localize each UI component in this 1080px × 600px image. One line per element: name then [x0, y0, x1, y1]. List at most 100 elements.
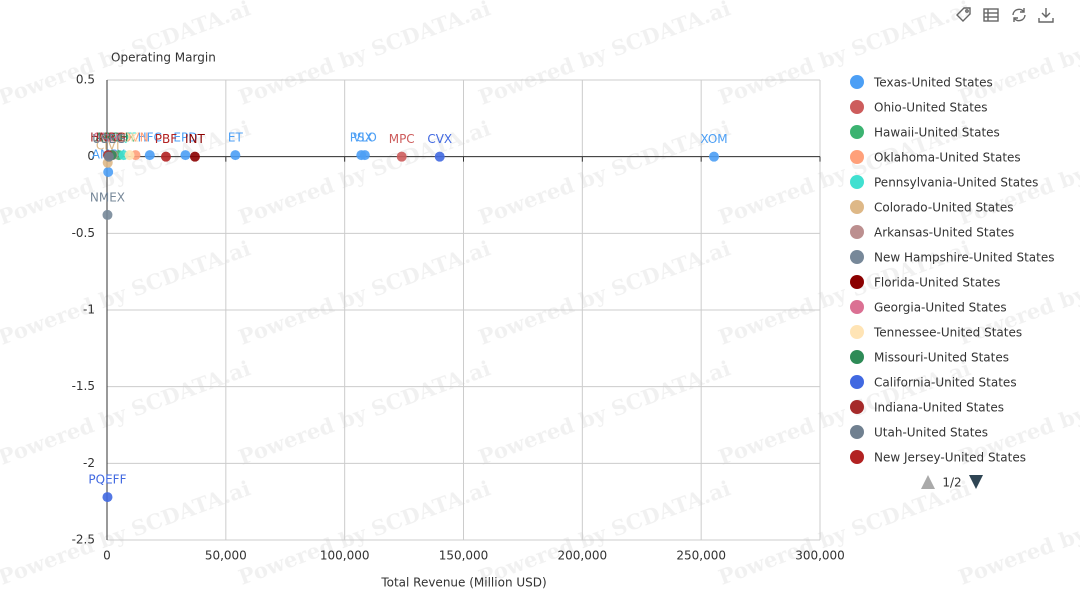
legend-item[interactable]: Colorado-United States: [850, 200, 1013, 215]
point-label: CIVI: [96, 138, 120, 152]
pager-prev[interactable]: [921, 475, 935, 489]
legend-label: Colorado-United States: [874, 201, 1013, 215]
point: [230, 150, 241, 161]
watermark: Powered by SCDATA.ai: [715, 475, 974, 590]
legend-label: Florida-United States: [874, 276, 1000, 290]
legend-item[interactable]: Georgia-United States: [850, 300, 1007, 315]
point: [189, 151, 200, 162]
y-tick-label: -2.5: [72, 533, 95, 547]
legend-item[interactable]: Missouri-United States: [850, 350, 1009, 365]
watermark: Powered by SCDATA.ai: [0, 235, 254, 350]
watermark: Powered by SCDATA.ai: [715, 0, 974, 110]
point-label: PSX: [350, 131, 373, 145]
y-tick-label: -1.5: [72, 379, 95, 393]
legend-label: Indiana-United States: [874, 401, 1004, 415]
point: [396, 151, 407, 162]
legend-item[interactable]: California-United States: [850, 375, 1017, 390]
x-tick-label: 50,000: [205, 549, 247, 563]
legend-label: Texas-United States: [873, 76, 993, 90]
point-label: PQEFF: [88, 473, 126, 487]
point-label: EPD: [173, 131, 197, 145]
legend-symbol: [850, 375, 864, 389]
legend-label: Ohio-United States: [874, 101, 988, 115]
point-label: ET: [228, 131, 244, 145]
point-label: INT: [185, 132, 206, 146]
point-label: DVN: [122, 131, 148, 145]
legend-label: New Jersey-United States: [874, 451, 1026, 465]
point: [434, 151, 445, 162]
legend-symbol: [850, 150, 864, 164]
watermark: Powered by SCDATA.ai: [235, 355, 494, 470]
point-label: NMEX: [90, 190, 125, 204]
legend: Texas-United States Ohio-United States Haw…: [850, 75, 1055, 490]
point: [103, 167, 114, 177]
x-tick-label: 200,000: [558, 549, 608, 563]
legend-symbol: [850, 200, 864, 214]
legend-item[interactable]: Ohio-United States: [850, 100, 988, 115]
y-tick-label: -0.5: [72, 226, 95, 240]
toolbar: [956, 7, 1054, 23]
legend-item[interactable]: Indiana-United States: [850, 400, 1004, 415]
watermark: Powered by SCDATA.ai: [955, 0, 1080, 110]
legend-symbol: [850, 75, 864, 89]
point: [102, 209, 113, 220]
legend-label: Pennsylvania-United States: [874, 176, 1038, 190]
legend-symbol: [850, 125, 864, 139]
legend-symbol: [850, 275, 864, 289]
watermark: Powered by SCDATA.ai: [235, 475, 494, 590]
point-label: HFC: [138, 131, 162, 145]
y-tick-label: -2: [83, 456, 95, 470]
legend-symbol: [850, 250, 864, 264]
legend-symbol: [850, 300, 864, 314]
legend-symbol: [850, 100, 864, 114]
legend-item[interactable]: Texas-United States: [850, 75, 993, 90]
legend-symbol: [850, 325, 864, 339]
legend-item[interactable]: Pennsylvania-United States: [850, 175, 1038, 190]
legend-item[interactable]: New Jersey-United States: [850, 450, 1026, 465]
watermark: Powered by SCDATA.ai: [235, 235, 494, 350]
x-tick-label: 300,000: [795, 549, 845, 563]
legend-label: New Hampshire-United States: [874, 251, 1055, 265]
legend-item[interactable]: Tennessee-United States: [850, 325, 1022, 340]
legend-item[interactable]: New Hampshire-United States: [850, 250, 1055, 265]
point-label: DK: [121, 131, 139, 145]
point: [180, 150, 191, 161]
point-label: PARR: [103, 131, 134, 145]
point-label: CVX: [427, 132, 452, 146]
legend-symbol: [850, 450, 864, 464]
watermark: Powered by SCDATA.ai: [475, 0, 734, 110]
legend-symbol: [850, 400, 864, 414]
point: [144, 150, 155, 161]
legend-item[interactable]: Utah-United States: [850, 425, 988, 440]
point-label: XOM: [700, 132, 727, 146]
legend-item[interactable]: Arkansas-United States: [850, 225, 1014, 240]
point-label: ARCH: [95, 131, 128, 145]
watermark: Powered by SCDATA.ai: [475, 235, 734, 350]
legend-item[interactable]: Hawaii-United States: [850, 125, 1000, 140]
watermark: Powered by SCDATA.ai: [475, 115, 734, 230]
legend-symbol: [850, 175, 864, 189]
point-label: HNRG: [90, 131, 126, 145]
legend-item[interactable]: Florida-United States: [850, 275, 1000, 290]
legend-label: Missouri-United States: [874, 351, 1009, 365]
watermark: Powered by SCDATA.ai: [475, 355, 734, 470]
legend-label: Arkansas-United States: [874, 226, 1014, 240]
point: [103, 151, 114, 162]
point-label: VLO: [353, 131, 377, 145]
legend-label: Utah-United States: [874, 426, 988, 440]
legend-symbol: [850, 225, 864, 239]
data-view-icon[interactable]: [983, 8, 999, 22]
save-icon[interactable]: [1038, 8, 1054, 23]
pager-text: 1/2: [942, 476, 961, 490]
x-tick-label: 0: [103, 549, 111, 563]
legend-label: Oklahoma-United States: [874, 151, 1021, 165]
legend-item[interactable]: Oklahoma-United States: [850, 150, 1021, 165]
tag-icon[interactable]: [956, 7, 971, 22]
pager-next[interactable]: [969, 475, 983, 489]
point: [124, 150, 135, 161]
watermark: Powered by SCDATA.ai: [0, 475, 254, 590]
point-label: SNMP: [93, 131, 127, 145]
restore-icon[interactable]: [1012, 8, 1026, 22]
point-label: EQT: [111, 131, 136, 145]
